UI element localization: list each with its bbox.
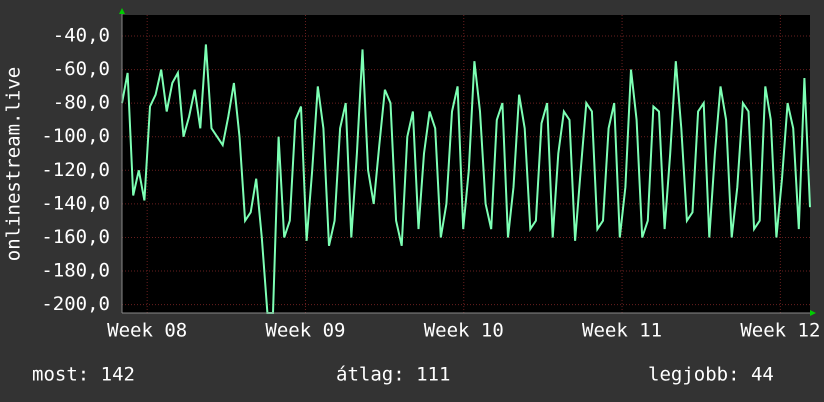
x-tick-label: Week 11	[582, 320, 662, 342]
stat-current: most: 142	[32, 364, 135, 386]
x-tick-label: Week 10	[424, 320, 504, 342]
y-tick-label: -80,0	[53, 92, 110, 114]
y-tick-label: -100,0	[41, 125, 110, 147]
y-tick-label: -180,0	[41, 260, 110, 282]
y-tick-label: -40,0	[53, 24, 110, 46]
y-tick-label: -200,0	[41, 293, 110, 315]
stat-average: átlag: 111	[336, 364, 450, 386]
y-tick-label: -120,0	[41, 159, 110, 181]
y-tick-label: -160,0	[41, 226, 110, 248]
y-tick-label: -60,0	[53, 58, 110, 80]
x-tick-label: Week 08	[107, 320, 187, 342]
x-tick-label: Week 09	[265, 320, 345, 342]
stat-best: legjobb: 44	[648, 364, 774, 386]
line-series	[121, 44, 811, 314]
y-axis-label: onlinestream.live	[3, 67, 25, 261]
y-tick-label: -140,0	[41, 192, 110, 214]
plot	[121, 15, 811, 314]
x-arrow	[810, 310, 816, 316]
y-arrow	[119, 8, 125, 14]
x-tick-label: Week 12	[740, 320, 820, 342]
